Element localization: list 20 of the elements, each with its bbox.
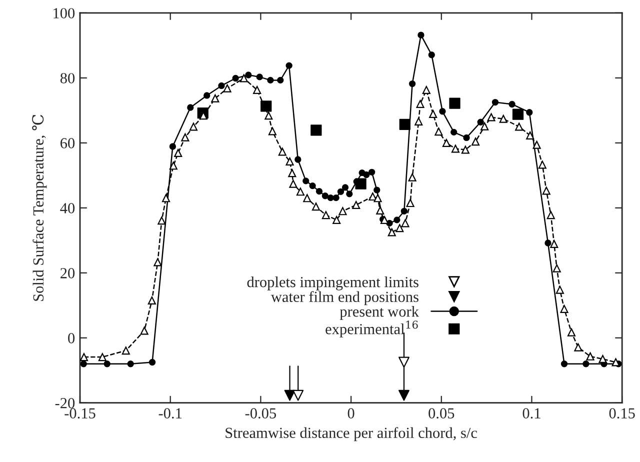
x-axis-title: Streamwise distance per airfoil chord, s/c — [226, 427, 477, 442]
y-tick-label: 40 — [60, 203, 75, 214]
legend-label: droplets impingement limits — [247, 276, 418, 290]
legend-label: water film end positions — [270, 291, 418, 306]
y-tick-label: 100 — [54, 8, 75, 18]
x-tick-label: 0 — [348, 408, 354, 418]
legend-label: experimental$^{16}$ — [326, 320, 418, 338]
y-tick-label: 20 — [60, 268, 75, 278]
y-tick-label: 60 — [60, 138, 75, 148]
x-tick-label: 0.15 — [609, 408, 635, 419]
x-tick-label: 0.05 — [428, 408, 454, 419]
x-tick-label: -0.05 — [245, 408, 276, 419]
x-tick-label: -0.1 — [158, 408, 182, 419]
legend-label: present work — [340, 306, 419, 320]
y-axis-title: Solid Surface Temperature, ℃ — [32, 114, 47, 301]
x-tick-label: -0.15 — [64, 408, 96, 419]
y-tick-label: 0 — [68, 333, 75, 344]
y-tick-label: -20 — [55, 398, 75, 408]
x-tick-label: 0.1 — [522, 408, 540, 419]
y-tick-label: 80 — [60, 73, 75, 84]
